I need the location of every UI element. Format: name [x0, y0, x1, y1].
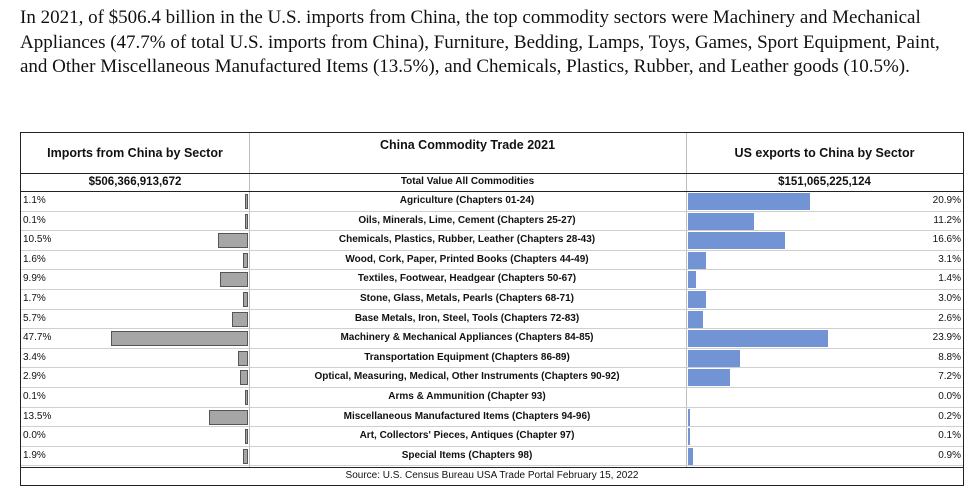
import-bar	[245, 213, 248, 229]
sector-label: Wood, Cork, Paper, Printed Books (Chapte…	[345, 253, 589, 265]
export-bar	[688, 251, 707, 269]
import-share-label: 1.1%	[23, 195, 46, 206]
header-separator	[21, 173, 963, 174]
intro-paragraph: In 2021, of $506.4 billion in the U.S. i…	[20, 7, 940, 77]
import-share-label: 47.7%	[23, 332, 52, 344]
import-bar	[245, 390, 248, 405]
right-header: US exports to China by Sector	[734, 146, 915, 160]
table-row: 9.9% Textiles, Footwear, Headgear (Chapte…	[21, 270, 963, 290]
right-total: $151,065,225,124	[778, 176, 871, 188]
sector-label: Miscellaneous Manufactured Items (Chapte…	[343, 410, 591, 422]
import-bar	[239, 370, 248, 386]
export-share-label: 0.0%	[938, 391, 961, 402]
import-share-label: 0.1%	[23, 214, 46, 226]
export-bar	[688, 291, 706, 308]
export-bar	[688, 408, 690, 426]
table-row: 0.1% Arms & Ammunition (Chapter 93) 0.0%	[21, 388, 963, 408]
sector-label: Art, Collectors' Pieces, Antiques (Chapt…	[359, 430, 575, 442]
table-row: 1.7% Stone, Glass, Metals, Pearls (Chapte…	[21, 290, 963, 310]
sector-label: Optical, Measuring, Medical, Other Instr…	[314, 371, 620, 383]
table-row: 2.9% Optical, Measuring, Medical, Other I…	[21, 368, 963, 388]
source-separator	[21, 467, 963, 468]
sector-label: Chemicals, Plastics, Rubber, Leather (Ch…	[338, 234, 596, 246]
import-share-label: 1.9%	[23, 449, 46, 461]
export-share-label: 1.4%	[938, 273, 961, 285]
export-bar	[688, 193, 811, 210]
table-row: 0.1% Oils, Minerals, Lime, Cement (Chapte…	[21, 212, 963, 232]
column-divider-left	[249, 133, 250, 467]
import-bar	[219, 272, 248, 288]
left-total: $506,366,913,672	[88, 176, 182, 188]
export-share-label: 23.9%	[932, 332, 961, 344]
import-share-label: 0.0%	[23, 430, 46, 442]
table-row: 1.1% Agriculture (Chapters 01-24) 20.9%	[21, 192, 963, 212]
export-share-label: 0.1%	[938, 430, 961, 442]
export-share-label: 20.9%	[932, 195, 961, 206]
sector-label: Textiles, Footwear, Headgear (Chapters 5…	[357, 273, 577, 285]
table-row: 1.6% Wood, Cork, Paper, Printed Books (Ch…	[21, 251, 963, 271]
export-share-label: 16.6%	[932, 234, 961, 246]
sector-label: Transportation Equipment (Chapters 86-89…	[364, 351, 570, 363]
import-bar	[111, 331, 248, 347]
export-share-label: 11.2%	[933, 214, 961, 226]
import-share-label: 5.7%	[23, 312, 46, 324]
export-bar	[688, 369, 731, 387]
left-header: Imports from China by Sector	[47, 146, 223, 160]
import-bar	[242, 448, 248, 464]
export-bar	[688, 330, 828, 348]
table-row: 10.5% Chemicals, Plastics, Rubber, Leathe…	[21, 231, 963, 251]
sector-label: Stone, Glass, Metals, Pearls (Chapters 6…	[360, 293, 574, 304]
sector-label: Machinery & Mechanical Appliances (Chapt…	[340, 332, 594, 344]
export-share-label: 3.1%	[938, 253, 961, 265]
sector-label: Oils, Minerals, Lime, Cement (Chapters 2…	[358, 214, 576, 226]
import-share-label: 3.4%	[23, 351, 46, 363]
export-share-label: 0.9%	[938, 449, 961, 461]
import-share-label: 0.1%	[23, 391, 46, 402]
export-bar	[688, 310, 704, 328]
export-bar	[688, 271, 697, 289]
export-share-label: 3.0%	[938, 293, 961, 304]
export-share-label: 7.2%	[938, 371, 961, 383]
sector-label: Special Items (Chapters 98)	[401, 449, 533, 461]
import-share-label: 13.5%	[23, 410, 52, 422]
import-bar	[245, 429, 248, 445]
column-divider-right	[686, 133, 687, 467]
export-share-label: 2.6%	[938, 312, 961, 324]
sector-label: Agriculture (Chapters 01-24)	[399, 195, 535, 206]
table-row: 0.0% Art, Collectors' Pieces, Antiques (C…	[21, 427, 963, 447]
export-bar	[688, 428, 690, 446]
import-share-label: 10.5%	[23, 234, 52, 246]
import-bar	[209, 409, 248, 425]
export-bar	[688, 212, 754, 230]
import-bar	[243, 252, 248, 268]
sector-label: Base Metals, Iron, Steel, Tools (Chapter…	[354, 312, 580, 324]
export-bar	[688, 349, 740, 367]
export-bar	[688, 232, 786, 250]
import-bar	[231, 311, 248, 327]
import-share-label: 9.9%	[23, 273, 46, 285]
table-row: 1.9% Special Items (Chapters 98) 0.9%	[21, 447, 963, 467]
source-note: Source: U.S. Census Bureau USA Trade Por…	[345, 470, 639, 481]
import-share-label: 1.7%	[23, 293, 46, 304]
export-share-label: 0.2%	[938, 410, 961, 422]
export-share-label: 8.8%	[938, 351, 961, 363]
table-row: 3.4% Transportation Equipment (Chapters 8…	[21, 349, 963, 369]
table-row: 13.5% Miscellaneous Manufactured Items (C…	[21, 408, 963, 428]
center-total: Total Value All Commodities	[400, 176, 535, 187]
import-bar	[238, 350, 248, 366]
import-bar	[243, 292, 248, 307]
import-share-label: 1.6%	[23, 253, 46, 265]
center-header: China Commodity Trade 2021	[379, 138, 556, 152]
import-bar	[244, 194, 248, 209]
import-bar	[217, 233, 248, 249]
table-row: 47.7% Machinery & Mechanical Appliances (…	[21, 329, 963, 349]
trade-table: Imports from China by Sector China Commo…	[20, 132, 964, 486]
export-bar	[688, 447, 694, 465]
sector-label: Arms & Ammunition (Chapter 93)	[388, 391, 546, 402]
import-share-label: 2.9%	[23, 371, 46, 383]
table-row: 5.7% Base Metals, Iron, Steel, Tools (Cha…	[21, 310, 963, 330]
total-separator	[21, 191, 963, 192]
